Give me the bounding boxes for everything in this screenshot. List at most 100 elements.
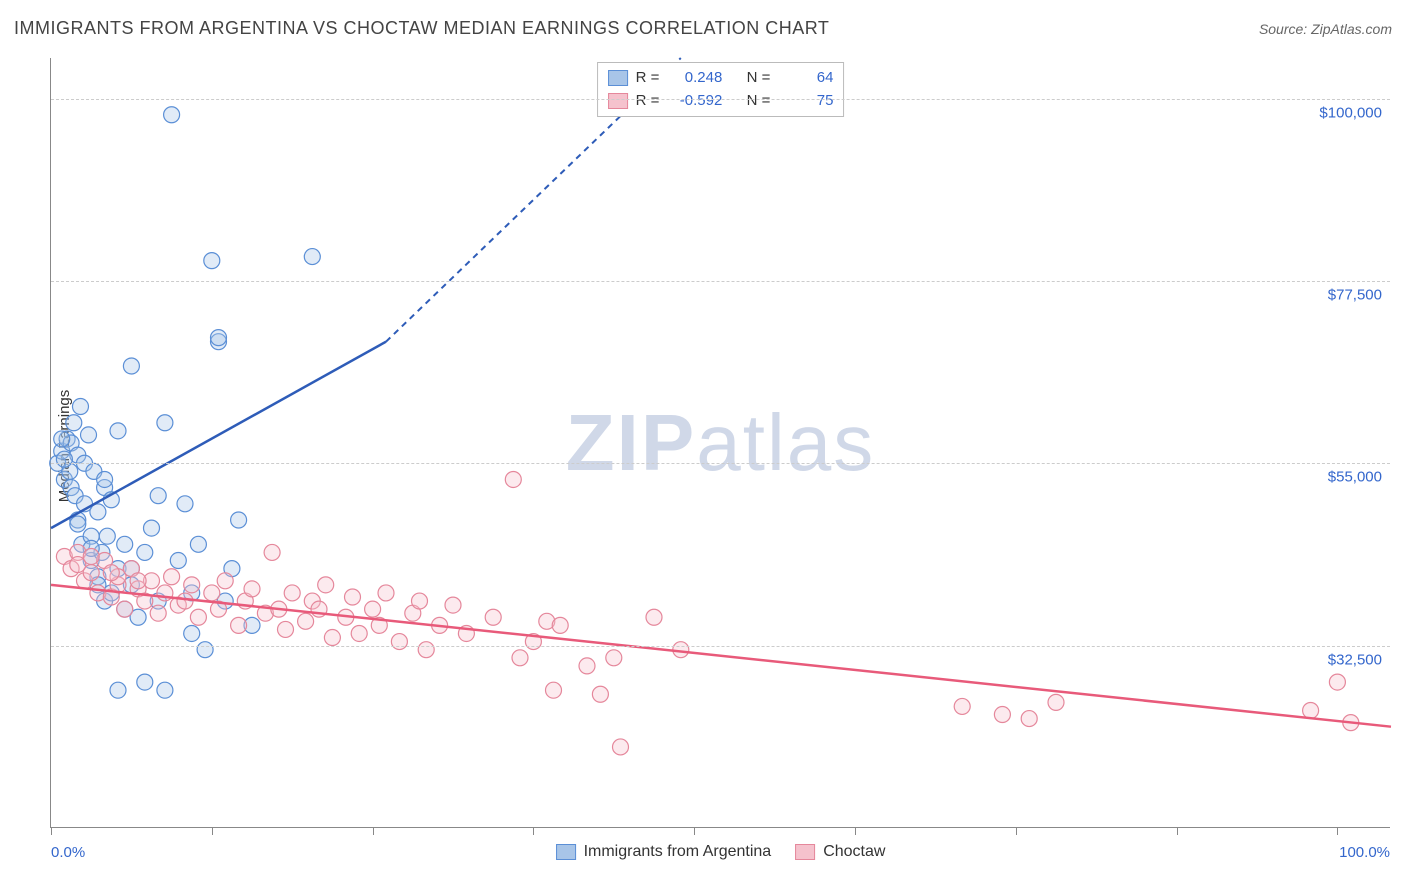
data-point: [351, 625, 367, 641]
grid-line: [51, 463, 1390, 464]
data-point: [613, 739, 629, 755]
legend-swatch: [608, 70, 628, 86]
correlation-legend-row: R =0.248 N =64: [608, 67, 834, 90]
data-point: [412, 593, 428, 609]
data-point: [137, 544, 153, 560]
data-point: [418, 642, 434, 658]
data-point: [552, 617, 568, 633]
x-tick: [694, 827, 695, 835]
data-point: [445, 597, 461, 613]
data-point: [123, 358, 139, 374]
data-point: [164, 569, 180, 585]
data-point: [150, 488, 166, 504]
data-point: [217, 573, 233, 589]
data-point: [184, 625, 200, 641]
x-tick: [855, 827, 856, 835]
x-axis-label: 0.0%: [51, 844, 85, 861]
data-point: [954, 698, 970, 714]
data-point: [546, 682, 562, 698]
data-point: [264, 544, 280, 560]
grid-line: [51, 281, 1390, 282]
y-tick-label: $77,500: [1328, 286, 1382, 303]
data-point: [204, 253, 220, 269]
data-point: [298, 613, 314, 629]
data-point: [505, 471, 521, 487]
legend-item: Immigrants from Argentina: [556, 843, 772, 861]
trend-line: [51, 342, 386, 528]
data-point: [70, 516, 86, 532]
x-tick: [1016, 827, 1017, 835]
data-point: [72, 399, 88, 415]
data-point: [164, 107, 180, 123]
y-tick-label: $32,500: [1328, 651, 1382, 668]
data-point: [99, 528, 115, 544]
data-point: [284, 585, 300, 601]
x-tick: [1337, 827, 1338, 835]
x-tick: [1177, 827, 1178, 835]
data-point: [177, 496, 193, 512]
data-point: [157, 415, 173, 431]
data-point: [197, 642, 213, 658]
data-point: [103, 565, 119, 581]
data-point: [97, 471, 113, 487]
trend-line: [51, 585, 1391, 727]
data-point: [204, 585, 220, 601]
data-point: [184, 577, 200, 593]
source-attribution: Source: ZipAtlas.com: [1259, 21, 1392, 37]
series-legend: Immigrants from Argentina Choctaw: [556, 843, 886, 861]
data-point: [391, 634, 407, 650]
data-point: [130, 573, 146, 589]
data-point: [231, 512, 247, 528]
data-point: [190, 536, 206, 552]
legend-item: Choctaw: [795, 843, 885, 861]
grid-line: [51, 99, 1390, 100]
data-point: [324, 630, 340, 646]
data-point: [1303, 702, 1319, 718]
x-tick: [373, 827, 374, 835]
data-point: [83, 548, 99, 564]
x-axis-label: 100.0%: [1339, 844, 1390, 861]
chart-svg: [51, 58, 1390, 827]
data-point: [81, 427, 97, 443]
x-tick: [533, 827, 534, 835]
data-point: [304, 249, 320, 265]
data-point: [150, 605, 166, 621]
legend-label: Immigrants from Argentina: [584, 843, 772, 861]
y-tick-label: $55,000: [1328, 469, 1382, 486]
x-tick: [51, 827, 52, 835]
data-point: [592, 686, 608, 702]
correlation-legend: R =0.248 N =64R =-0.592 N =75: [597, 62, 845, 117]
data-point: [56, 451, 72, 467]
legend-label: Choctaw: [823, 843, 885, 861]
data-point: [244, 581, 260, 597]
data-point: [606, 650, 622, 666]
data-point: [110, 682, 126, 698]
x-tick: [212, 827, 213, 835]
correlation-legend-row: R =-0.592 N =75: [608, 90, 834, 113]
data-point: [54, 431, 70, 447]
data-point: [1329, 674, 1345, 690]
data-point: [579, 658, 595, 674]
data-point: [365, 601, 381, 617]
data-point: [231, 617, 247, 633]
data-point: [646, 609, 662, 625]
data-point: [66, 415, 82, 431]
data-point: [137, 674, 153, 690]
data-point: [378, 585, 394, 601]
data-point: [345, 589, 361, 605]
data-point: [177, 593, 193, 609]
data-point: [117, 536, 133, 552]
data-point: [144, 520, 160, 536]
data-point: [994, 707, 1010, 723]
data-point: [512, 650, 528, 666]
data-point: [170, 553, 186, 569]
y-tick-label: $100,000: [1319, 104, 1382, 121]
data-point: [318, 577, 334, 593]
chart-title: IMMIGRANTS FROM ARGENTINA VS CHOCTAW MED…: [14, 18, 829, 39]
legend-swatch: [556, 844, 576, 860]
plot-area: ZIPatlas R =0.248 N =64R =-0.592 N =75 I…: [50, 58, 1390, 828]
legend-swatch: [795, 844, 815, 860]
legend-swatch: [608, 93, 628, 109]
data-point: [1021, 711, 1037, 727]
data-point: [1048, 694, 1064, 710]
